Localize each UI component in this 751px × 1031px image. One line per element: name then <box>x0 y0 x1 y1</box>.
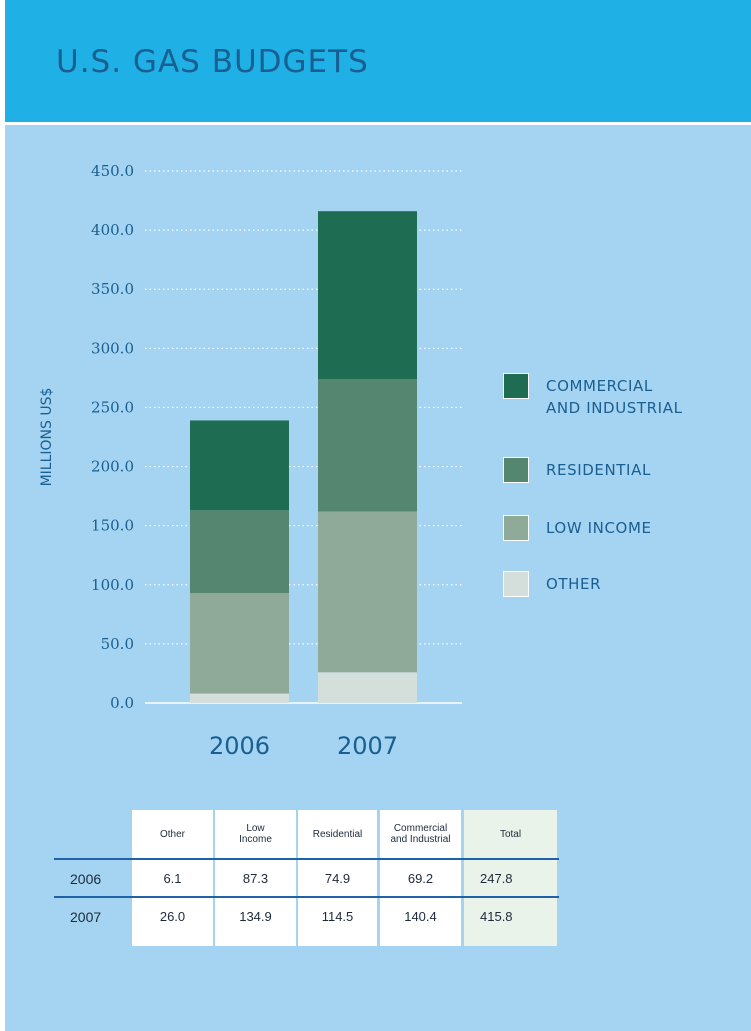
legend-label-line: OTHER <box>546 575 602 593</box>
table-header-line: Residential <box>312 828 363 840</box>
table-header-line: Commercial <box>393 823 448 834</box>
table-header-line: Low <box>246 823 265 834</box>
y-tick-label: 400.0 <box>91 221 134 239</box>
table-row-year: 2006 <box>70 871 102 887</box>
bar-segment <box>190 593 289 694</box>
table-cell: 140.4 <box>404 909 437 924</box>
bar-segment <box>190 510 289 594</box>
legend-swatch <box>503 515 529 541</box>
table-cell: 247.8 <box>480 871 513 886</box>
y-tick-label: 0.0 <box>110 694 134 712</box>
table-column-bg <box>132 810 213 946</box>
legend-label-line: COMMERCIAL <box>546 377 653 395</box>
table-header-cell: Other <box>132 810 213 858</box>
table-header-line: Total <box>499 828 522 840</box>
table-header-line: Other <box>159 828 185 840</box>
table-row-divider <box>54 896 559 898</box>
table-header-cell: Commercial and Industrial <box>380 810 461 858</box>
y-tick-label: 100.0 <box>91 576 134 594</box>
table-cell: 114.5 <box>321 909 354 924</box>
bar-segment <box>318 672 417 703</box>
bar-segment <box>318 511 417 673</box>
table-cell: 26.0 <box>159 909 186 924</box>
table-cell: 74.9 <box>324 871 351 886</box>
table-column-bg <box>380 810 461 946</box>
table-header-line: Income <box>239 834 272 845</box>
y-tick-label: 50.0 <box>101 635 134 653</box>
table-header-cell: Total <box>464 810 557 858</box>
legend-label: RESIDENTIAL <box>546 459 651 481</box>
table-cell: 69.2 <box>407 871 434 886</box>
table-header-cell: Low Income <box>215 810 296 858</box>
y-tick-label: 450.0 <box>91 162 134 180</box>
table-column-bg <box>215 810 296 946</box>
stacked-bar-chart: 0.0 50.0 100.0 150.0 200.0 250.0 300.0 350.0 400… <box>39 162 462 760</box>
legend-swatch <box>503 571 529 597</box>
table-cell: 6.1 <box>163 871 182 886</box>
legend-swatch <box>503 457 529 483</box>
y-tick-label: 250.0 <box>91 398 134 416</box>
table-header-line: and Industrial <box>390 834 451 845</box>
legend-label: COMMERCIAL AND INDUSTRIAL <box>546 375 683 419</box>
legend-label: OTHER <box>546 573 601 595</box>
table-column-bg <box>298 810 377 946</box>
x-category-label: 2007 <box>337 732 398 760</box>
legend-label-line: LOW INCOME <box>546 519 652 537</box>
legend-label-line: AND INDUSTRIAL <box>546 399 683 417</box>
y-tick-label: 150.0 <box>91 517 134 535</box>
x-category-label: 2006 <box>209 732 270 760</box>
bar-segment <box>318 211 417 380</box>
page-title: U.S. GAS BUDGETS <box>56 44 369 80</box>
table-header-cell: Residential <box>298 810 377 858</box>
table-row-divider <box>54 858 559 860</box>
table-cell: 134.9 <box>239 909 272 924</box>
table-row-year: 2007 <box>70 909 102 925</box>
table-cell: 415.8 <box>480 909 513 924</box>
y-tick-label: 350.0 <box>91 280 134 298</box>
bar-segment <box>190 420 289 511</box>
y-tick-label: 200.0 <box>91 458 134 476</box>
y-tick-label: 300.0 <box>91 339 134 357</box>
header-banner <box>5 0 751 125</box>
bar-segment <box>318 379 417 512</box>
legend-label-line: RESIDENTIAL <box>546 461 651 479</box>
legend-swatch <box>503 373 529 399</box>
y-axis-label: MILLIONS US$ <box>39 388 55 487</box>
bar-segment <box>190 693 289 703</box>
legend-label: LOW INCOME <box>546 517 652 539</box>
table-cell: 87.3 <box>242 871 269 886</box>
table-column-bg <box>464 810 557 946</box>
